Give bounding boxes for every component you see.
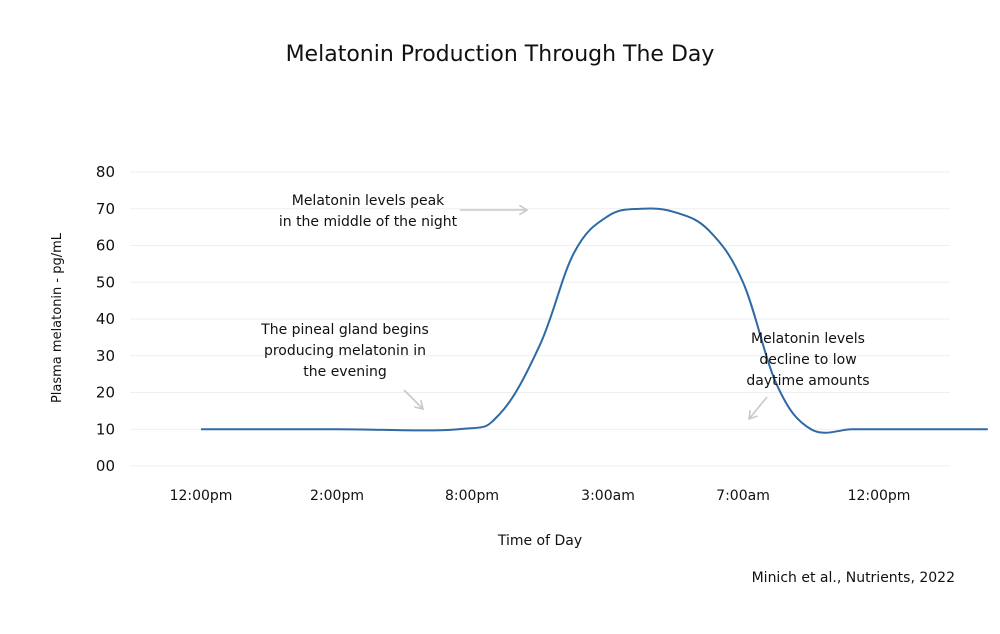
annotation-arrow: [460, 204, 529, 216]
y-tick-label: 50: [96, 273, 115, 291]
annotation-text: Melatonin levels decline to low daytime am…: [746, 331, 869, 389]
y-axis-label: Plasma melatonin - pg/mL: [50, 232, 65, 403]
x-axis-label: Time of Day: [497, 533, 582, 549]
x-tick-label: 12:00pm: [170, 488, 233, 504]
x-tick-label: 7:00am: [716, 488, 770, 504]
y-tick-label: 70: [96, 200, 115, 218]
y-tick-label: 30: [96, 347, 115, 365]
x-tick-label: 3:00am: [581, 488, 635, 504]
y-tick-label: 00: [96, 457, 115, 475]
annotation-arrow: [748, 396, 768, 421]
series-line: [201, 207, 988, 434]
x-tick-label: 12:00pm: [848, 488, 911, 504]
y-tick-label: 20: [96, 384, 115, 402]
annotation-arrow: [403, 389, 425, 411]
chart-title: Melatonin Production Through The Day: [285, 42, 715, 67]
y-tick-label: 60: [96, 237, 115, 255]
x-tick-label: 2:00pm: [310, 488, 364, 504]
annotation-text: Melatonin levels peak in the middle of th…: [279, 193, 458, 230]
x-tick-label: 8:00pm: [445, 488, 499, 504]
y-tick-label: 10: [96, 420, 115, 438]
source-citation: Minich et al., Nutrients, 2022: [751, 570, 955, 586]
annotation-text: The pineal gland begins producing melaton…: [260, 322, 429, 380]
y-tick-label: 40: [96, 310, 115, 328]
y-tick-label: 80: [96, 163, 115, 181]
